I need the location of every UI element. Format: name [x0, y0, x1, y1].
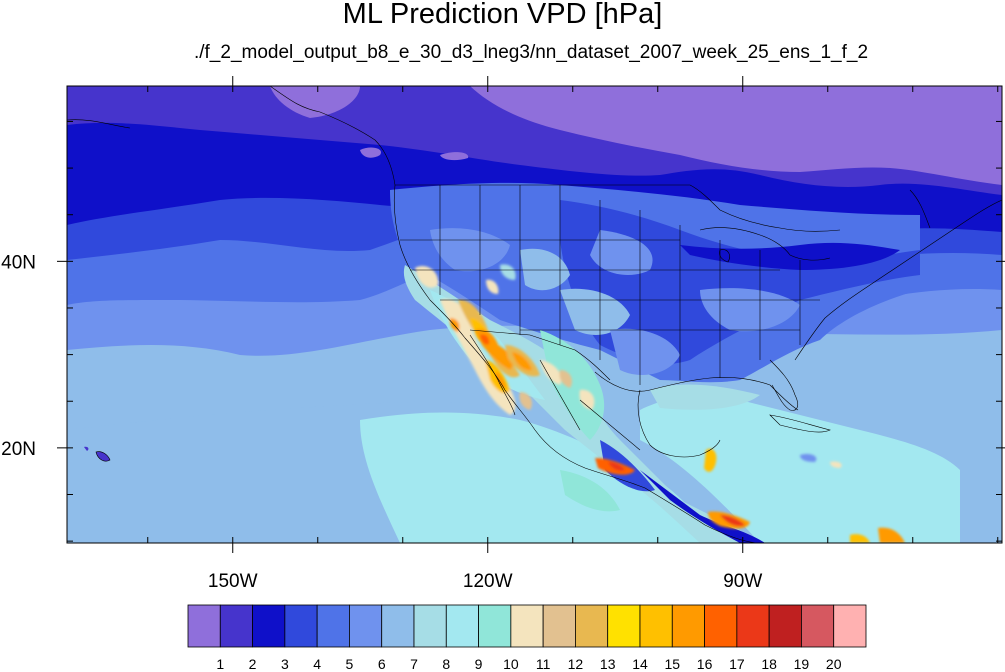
colorbar-label: 8	[442, 656, 450, 672]
colorbar-swatch	[801, 604, 835, 648]
x-tick-label: 90W	[723, 571, 762, 592]
y-tick-label: 20N	[1, 439, 36, 460]
colorbar-swatch	[478, 604, 512, 648]
colorbar-swatch	[607, 604, 641, 648]
colorbar-swatch	[413, 604, 447, 648]
colorbar-label: 11	[536, 656, 551, 672]
colorbar-swatch	[639, 604, 673, 648]
colorbar-label: 20	[826, 656, 842, 672]
colorbar-swatch	[187, 604, 221, 648]
colorbar-label: 7	[410, 656, 418, 672]
colorbar-swatch	[768, 604, 802, 648]
colorbar-label: 2	[249, 656, 257, 672]
map-title: ML Prediction VPD [hPa]	[342, 0, 663, 30]
colorbar-label: 12	[568, 656, 584, 672]
colorbar-label: 16	[697, 656, 713, 672]
colorbar-label: 19	[794, 656, 810, 672]
colorbar-swatch	[736, 604, 770, 648]
colorbar-label: 1	[216, 656, 224, 672]
colorbar-swatch	[542, 604, 576, 648]
map-subtitle: ./f_2_model_output_b8_e_30_d3_lneg3/nn_d…	[193, 42, 869, 63]
colorbar-swatch	[575, 604, 609, 648]
colorbar-swatch	[316, 604, 350, 648]
colorbar-label: 5	[346, 656, 354, 672]
colorbar-swatch	[704, 604, 738, 648]
x-tick-label: 150W	[208, 571, 258, 592]
y-tick-label: 40N	[1, 252, 36, 273]
colorbar-label: 15	[664, 656, 680, 672]
axis-ticks: 150W 120W 90W 20N 40N	[1, 76, 1005, 592]
colorbar-swatch	[833, 604, 867, 648]
colorbar-label: 3	[281, 656, 289, 672]
colorbar: 1 2 3 4 5 6 7 8 9 10 11 12 13 14 15 16 17 18 19 20	[187, 604, 867, 672]
colorbar-label: 6	[378, 656, 386, 672]
map-field	[67, 86, 1002, 543]
colorbar-label: 10	[503, 656, 519, 672]
colorbar-label: 4	[313, 656, 321, 672]
plot-frame	[66, 85, 1003, 544]
colorbar-label: 14	[632, 656, 648, 672]
x-tick-label: 120W	[463, 571, 513, 592]
colorbar-swatch	[252, 604, 286, 648]
colorbar-label: 13	[600, 656, 616, 672]
colorbar-swatch	[671, 604, 705, 648]
colorbar-swatch	[445, 604, 479, 648]
colorbar-swatch	[349, 604, 383, 648]
colorbar-label: 9	[475, 656, 483, 672]
colorbar-label: 18	[761, 656, 777, 672]
colorbar-swatch	[284, 604, 318, 648]
colorbar-label: 17	[729, 656, 745, 672]
colorbar-swatch	[381, 604, 415, 648]
colorbar-swatch	[510, 604, 544, 648]
colorbar-swatch	[219, 604, 253, 648]
